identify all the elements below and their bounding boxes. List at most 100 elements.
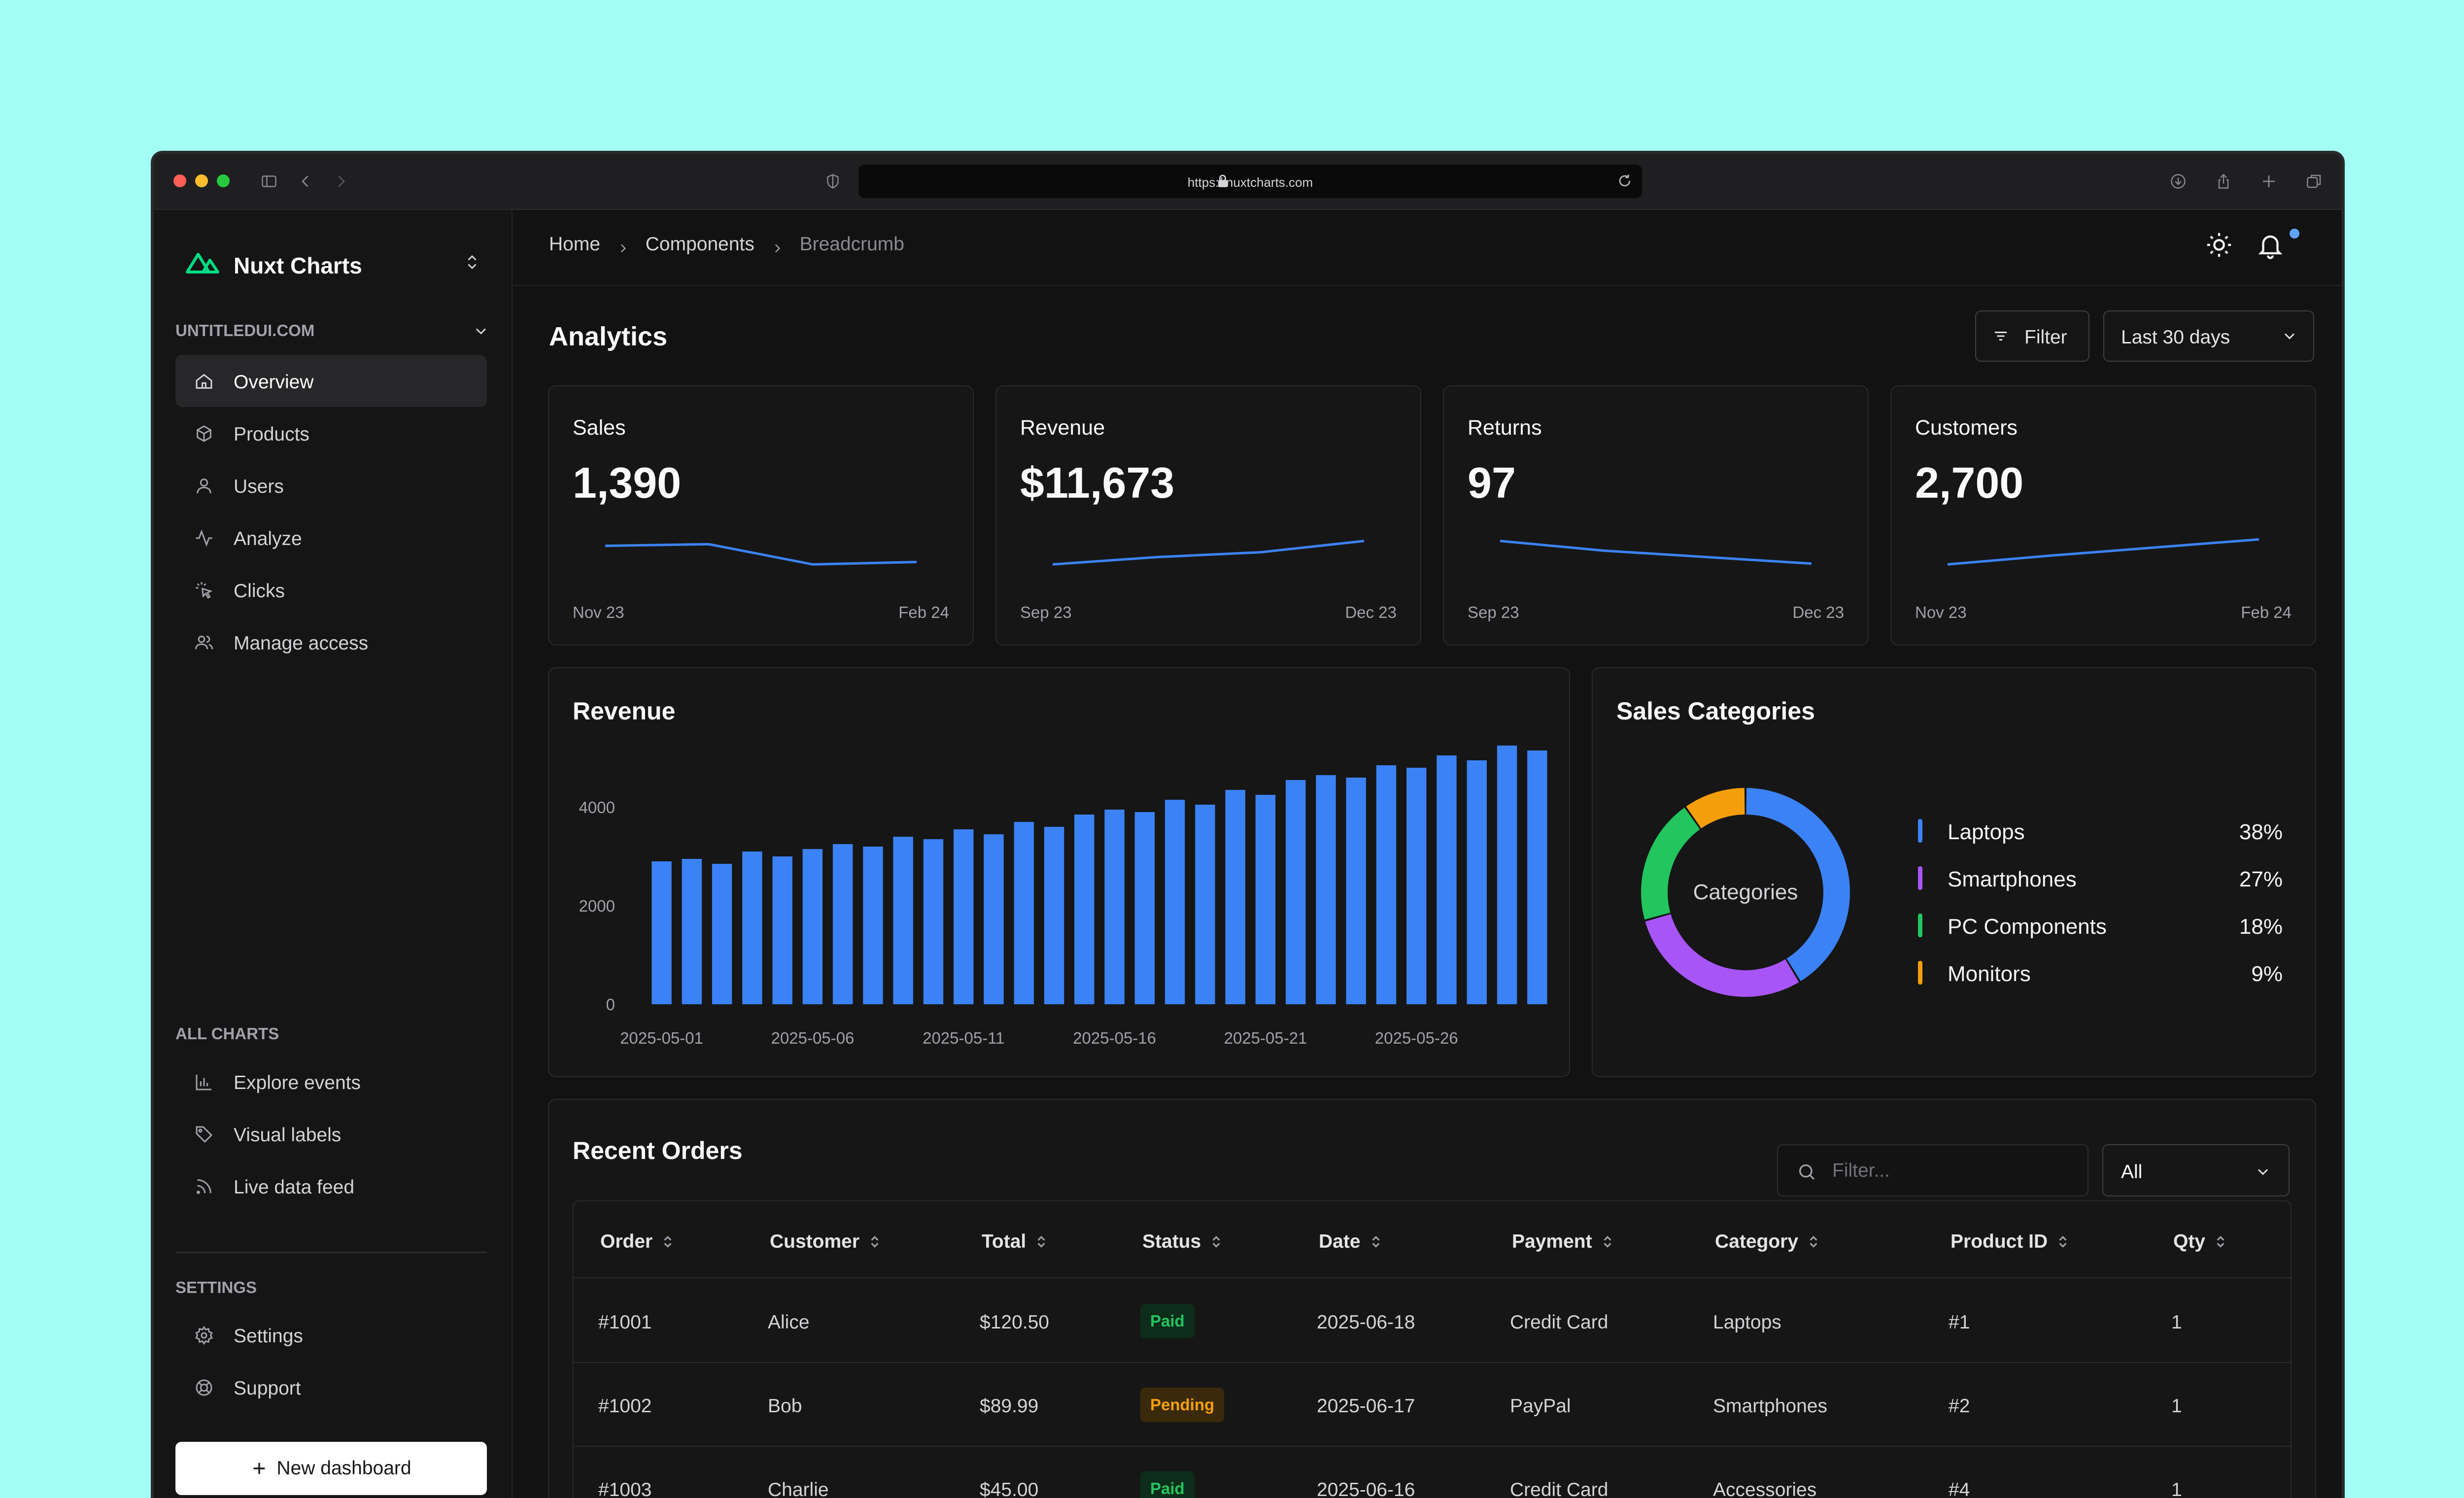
- legend-name: Laptops: [1948, 820, 2025, 844]
- address-bar[interactable]: https://nuxtcharts.com: [858, 165, 1642, 198]
- revenue-bar[interactable]: [833, 844, 853, 1004]
- revenue-bar[interactable]: [1225, 790, 1245, 1004]
- donut-slice[interactable]: [1686, 788, 1745, 829]
- breadcrumb-current: Breadcrumb: [799, 233, 904, 255]
- tabs-overview-icon[interactable]: [2305, 172, 2323, 190]
- revenue-bar[interactable]: [651, 861, 672, 1004]
- download-icon[interactable]: [2169, 172, 2187, 190]
- table-row[interactable]: #1001 Alice $120.50 Paid 2025-06-18 Cred…: [574, 1279, 2291, 1363]
- revenue-bar[interactable]: [1255, 795, 1276, 1004]
- breadcrumb-components[interactable]: Components: [645, 233, 754, 255]
- revenue-bar[interactable]: [1406, 768, 1427, 1004]
- status-filter-select[interactable]: All: [2102, 1144, 2290, 1196]
- revenue-bar[interactable]: [1134, 812, 1155, 1004]
- sort-icon: [661, 1233, 674, 1249]
- sort-icon: [2056, 1233, 2069, 1249]
- privacy-shield-icon[interactable]: [824, 172, 842, 190]
- sidebar-item-visual-labels[interactable]: Visual labels: [175, 1108, 487, 1160]
- forward-icon[interactable]: [332, 172, 350, 190]
- revenue-bar[interactable]: [742, 851, 762, 1004]
- revenue-bar[interactable]: [984, 834, 1004, 1004]
- revenue-bar[interactable]: [772, 856, 792, 1004]
- app-switcher[interactable]: Nuxt Charts: [185, 247, 481, 278]
- column-header-order[interactable]: Order: [600, 1231, 674, 1253]
- column-header-qty[interactable]: Qty: [2173, 1231, 2227, 1253]
- sidebar-item-clicks[interactable]: Clicks: [175, 564, 487, 616]
- maximize-window-button[interactable]: [217, 174, 230, 187]
- sidebar-item-manage-access[interactable]: Manage access: [175, 616, 487, 668]
- filter-label: Filter: [2024, 327, 2067, 348]
- revenue-bar[interactable]: [1437, 755, 1457, 1004]
- sidebar-item-users[interactable]: Users: [175, 459, 487, 511]
- minimize-window-button[interactable]: [195, 174, 208, 187]
- revenue-bar[interactable]: [1316, 775, 1336, 1004]
- revenue-bar[interactable]: [1527, 750, 1547, 1004]
- new-tab-icon[interactable]: [2260, 172, 2278, 190]
- filter-icon: [1992, 327, 2010, 345]
- stat-value: 2,700: [1915, 458, 2024, 507]
- revenue-bar[interactable]: [954, 829, 974, 1004]
- orders-search[interactable]: [1777, 1144, 2088, 1196]
- table-row[interactable]: #1003 Charlie $45.00 Paid 2025-06-16 Cre…: [574, 1447, 2291, 1498]
- revenue-bar[interactable]: [712, 864, 732, 1004]
- stat-value: 97: [1468, 458, 1516, 507]
- revenue-bar[interactable]: [1376, 765, 1397, 1004]
- revenue-bar[interactable]: [863, 847, 883, 1004]
- revenue-bar[interactable]: [682, 859, 702, 1004]
- revenue-bar[interactable]: [1164, 800, 1185, 1004]
- sidebar-item-explore-events[interactable]: Explore events: [175, 1055, 487, 1108]
- column-header-customer[interactable]: Customer: [770, 1231, 881, 1253]
- back-icon[interactable]: [297, 172, 314, 190]
- bar-chart-icon: [194, 1072, 214, 1092]
- url-text: https://nuxtcharts.com: [1187, 175, 1313, 190]
- close-window-button[interactable]: [173, 174, 186, 187]
- table-row[interactable]: #1002 Bob $89.99 Pending 2025-06-17 PayP…: [574, 1363, 2291, 1447]
- revenue-bar[interactable]: [1286, 780, 1306, 1004]
- new-dashboard-button[interactable]: New dashboard: [175, 1442, 487, 1495]
- revenue-bar[interactable]: [1195, 805, 1215, 1004]
- filter-button[interactable]: Filter: [1975, 310, 2089, 362]
- donut-slice[interactable]: [1746, 788, 1850, 982]
- sidebar-item-overview[interactable]: Overview: [175, 355, 487, 407]
- sidebar-item-live-data-feed[interactable]: Live data feed: [175, 1160, 487, 1212]
- revenue-bar[interactable]: [1014, 822, 1034, 1004]
- cell-product-id: #1: [1949, 1312, 1970, 1333]
- sidebar-item-label: Live data feed: [234, 1177, 355, 1198]
- workspace-selector[interactable]: UNTITLEDUI.COM: [175, 321, 491, 341]
- column-header-date[interactable]: Date: [1319, 1231, 1382, 1253]
- reload-icon[interactable]: [1616, 172, 1633, 189]
- sort-icon: [1601, 1233, 1614, 1249]
- donut-center-label: Categories: [1693, 880, 1798, 904]
- revenue-bar[interactable]: [1346, 778, 1366, 1004]
- bell-icon[interactable]: [2256, 231, 2285, 259]
- column-header-payment[interactable]: Payment: [1512, 1231, 1614, 1253]
- column-header-total[interactable]: Total: [982, 1231, 1048, 1253]
- donut-slice[interactable]: [1641, 808, 1700, 920]
- search-icon: [1797, 1162, 1816, 1182]
- donut-slice[interactable]: [1645, 914, 1799, 997]
- cell-payment: PayPal: [1510, 1396, 1571, 1417]
- share-icon[interactable]: [2215, 172, 2232, 190]
- revenue-bar[interactable]: [893, 837, 913, 1004]
- sidebar-item-products[interactable]: Products: [175, 407, 487, 459]
- column-header-category[interactable]: Category: [1715, 1231, 1820, 1253]
- column-header-product-id[interactable]: Product ID: [1951, 1231, 2069, 1253]
- revenue-bar[interactable]: [1074, 815, 1095, 1004]
- orders-search-input[interactable]: [1832, 1156, 2079, 1186]
- breadcrumb-home[interactable]: Home: [549, 233, 601, 255]
- sidebar-toggle-icon[interactable]: [260, 172, 278, 190]
- revenue-bar[interactable]: [1044, 827, 1064, 1004]
- column-header-status[interactable]: Status: [1142, 1231, 1223, 1253]
- revenue-bar[interactable]: [923, 839, 944, 1004]
- revenue-bar[interactable]: [1497, 746, 1517, 1004]
- date-range-select[interactable]: Last 30 days: [2103, 310, 2314, 362]
- revenue-bar[interactable]: [1104, 810, 1125, 1004]
- revenue-panel: Revenue 0 2000 4000 2025-05-01 2025-05-06 202…: [548, 667, 1570, 1077]
- revenue-bar[interactable]: [1467, 760, 1487, 1004]
- cell-payment: Credit Card: [1510, 1312, 1608, 1333]
- sidebar-item-support[interactable]: Support: [175, 1361, 487, 1413]
- revenue-bar[interactable]: [802, 849, 823, 1004]
- sidebar-item-settings[interactable]: Settings: [175, 1309, 487, 1361]
- sun-icon[interactable]: [2205, 231, 2233, 259]
- sidebar-item-analyze[interactable]: Analyze: [175, 511, 487, 564]
